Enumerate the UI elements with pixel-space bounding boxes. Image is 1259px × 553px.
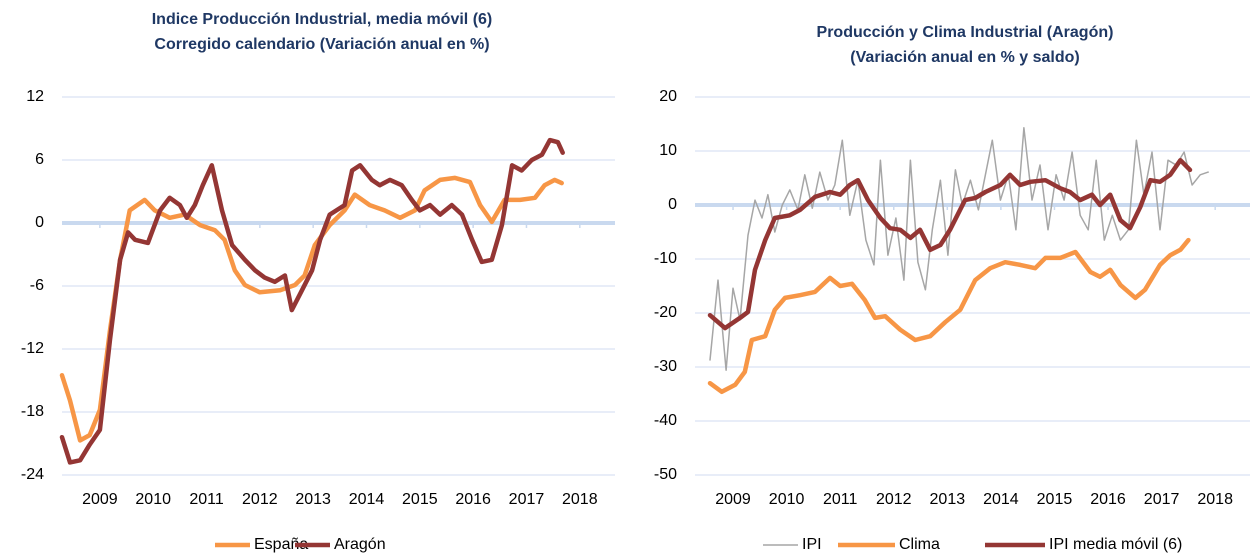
legend-label: IPI media móvil (6) — [1049, 536, 1182, 553]
y-tick-label: -10 — [654, 250, 677, 267]
chart-title: Indice Producción Industrial, media móvi… — [152, 11, 493, 28]
x-tick-label: 2017 — [1144, 491, 1180, 508]
y-tick-label: -12 — [21, 340, 44, 357]
x-tick-label: 2009 — [82, 491, 118, 508]
y-tick-label: -20 — [654, 304, 677, 321]
x-tick-label: 2012 — [876, 491, 912, 508]
legend-label: España — [254, 536, 308, 553]
y-tick-label: 0 — [35, 214, 44, 231]
x-tick-label: 2017 — [509, 491, 545, 508]
x-tick-label: 2010 — [135, 491, 171, 508]
series-line — [709, 127, 1209, 371]
x-tick-label: 2010 — [769, 491, 805, 508]
chart-title: Producción y Clima Industrial (Aragón) — [817, 24, 1114, 41]
x-tick-label: 2014 — [349, 491, 385, 508]
y-tick-label: -50 — [654, 466, 677, 483]
series-line — [59, 175, 564, 443]
legend-label: IPI — [802, 536, 822, 553]
y-tick-label: 6 — [35, 151, 44, 168]
x-tick-label: 2015 — [1037, 491, 1073, 508]
x-tick-label: 2014 — [983, 491, 1019, 508]
y-tick-label: 20 — [659, 88, 677, 105]
x-tick-label: 2009 — [715, 491, 751, 508]
x-tick-label: 2013 — [930, 491, 966, 508]
y-tick-label: 12 — [26, 88, 44, 105]
y-tick-label: 10 — [659, 142, 677, 159]
y-tick-label: 0 — [668, 196, 677, 213]
y-tick-label: -18 — [21, 403, 44, 420]
chart-title: Corregido calendario (Variación anual en… — [154, 36, 489, 53]
y-tick-label: -30 — [654, 358, 677, 375]
x-tick-label: 2013 — [295, 491, 331, 508]
x-tick-label: 2018 — [1197, 491, 1233, 508]
chart-title: (Variación anual en % y saldo) — [850, 49, 1079, 66]
series-line — [59, 137, 565, 465]
y-tick-label: -6 — [30, 277, 44, 294]
y-tick-label: -40 — [654, 412, 677, 429]
x-tick-label: 2012 — [242, 491, 278, 508]
legend-label: Aragón — [334, 536, 386, 553]
series-line — [707, 157, 1193, 331]
legend-label: Clima — [899, 536, 940, 553]
x-tick-label: 2016 — [1090, 491, 1126, 508]
x-tick-label: 2016 — [455, 491, 491, 508]
x-tick-label: 2011 — [189, 491, 224, 508]
x-tick-label: 2011 — [823, 491, 858, 508]
x-tick-label: 2015 — [402, 491, 438, 508]
x-tick-label: 2018 — [562, 491, 598, 508]
y-tick-label: -24 — [21, 466, 44, 483]
series-line — [707, 237, 1191, 395]
